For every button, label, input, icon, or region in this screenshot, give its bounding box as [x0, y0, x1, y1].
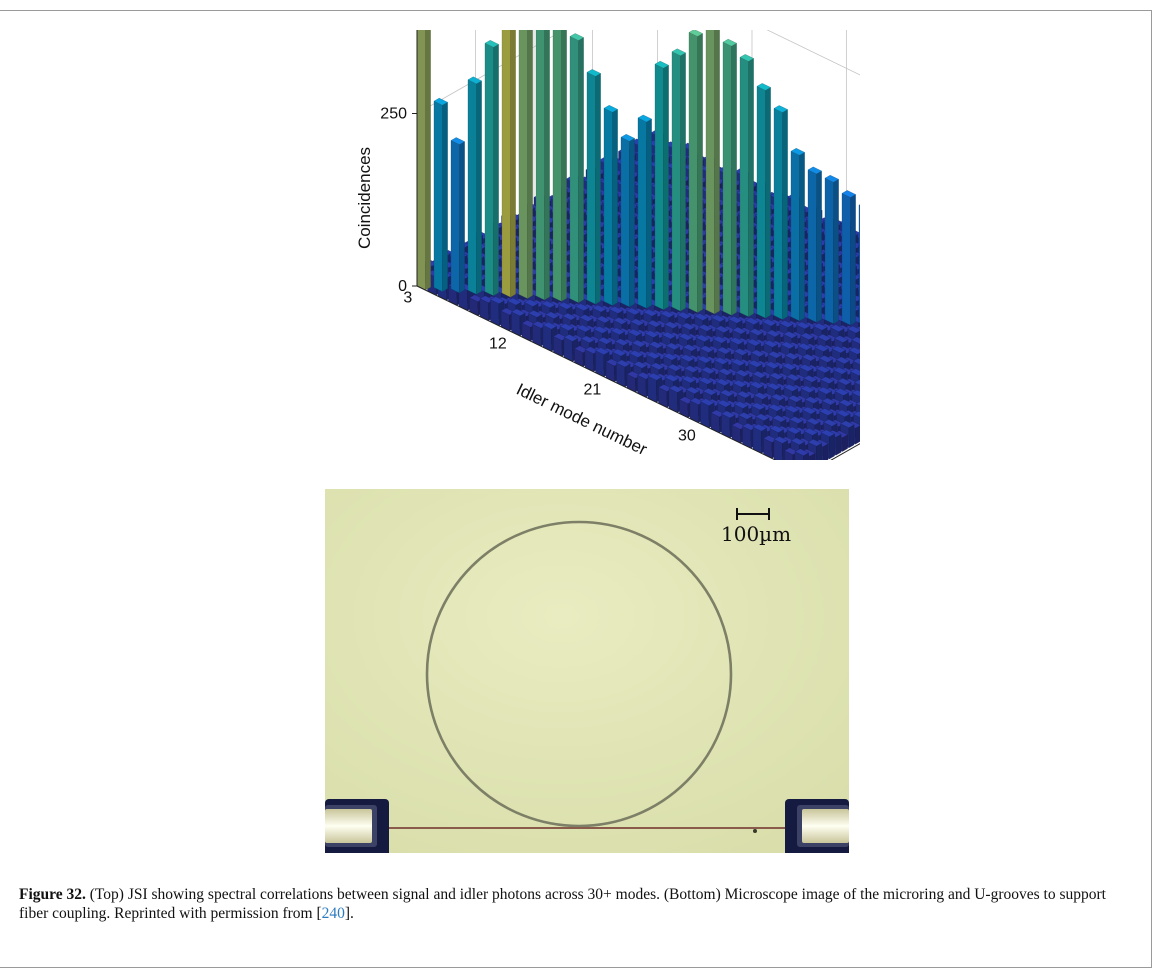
jsi-3d-bar-chart: 0250500312213039312213039CoincidencesIdl… [355, 30, 860, 460]
jsi-bar [603, 105, 618, 306]
figure-label: Figure 32. [19, 886, 86, 903]
jsi-bar [484, 40, 499, 296]
micrograph-background [325, 489, 849, 853]
idler-tick-label: 3 [403, 290, 412, 307]
jsi-floor-bar [794, 448, 809, 460]
jsi-bar [433, 97, 448, 292]
jsi-bar [756, 83, 771, 319]
jsi-bar [824, 175, 839, 324]
idler-tick-label: 30 [678, 427, 696, 444]
jsi-floor-bar [542, 321, 557, 352]
jsi-bar [790, 148, 805, 322]
jsi-bar [722, 38, 737, 316]
caption-text: (Top) JSI showing spectral correlations … [19, 886, 1106, 922]
jsi-bar [807, 166, 822, 323]
idler-axis-title: Idler mode number [513, 380, 650, 460]
jsi-bar [569, 33, 584, 303]
jsi-bar [841, 190, 856, 326]
caption-tail: ]. [344, 905, 354, 922]
jsi-bar [671, 48, 686, 312]
jsi-bar [773, 105, 788, 320]
diagonal-bars [416, 30, 860, 326]
figure-frame [0, 10, 1152, 968]
microring [425, 520, 733, 828]
jsi-floor-bar [647, 372, 662, 403]
jsi-floor-bar [511, 308, 526, 337]
jsi-bar [620, 134, 635, 308]
scale-bar-label: 100µm [721, 522, 791, 546]
z-tick-label: 250 [380, 106, 407, 123]
jsi-bar [705, 30, 720, 315]
microscope-image: 100µm [325, 489, 849, 853]
u-groove-left [325, 799, 389, 853]
dust-particle [753, 829, 757, 833]
jsi-bar [501, 30, 516, 298]
idler-tick-label: 12 [489, 335, 507, 352]
jsi-bar [739, 54, 754, 317]
jsi-bar [450, 137, 465, 294]
jsi-bar [467, 76, 482, 295]
jsi-bar [518, 30, 533, 299]
scale-bar [736, 508, 770, 520]
z-tick-label: 0 [398, 278, 407, 295]
u-groove-right [785, 799, 849, 853]
jsi-bar [416, 30, 431, 291]
jsi-bar [535, 30, 550, 301]
idler-tick-label: 21 [583, 381, 601, 398]
jsi-bar [637, 114, 652, 309]
figure-caption: Figure 32. (Top) JSI showing spectral co… [19, 885, 1129, 923]
jsi-bar [688, 30, 703, 313]
jsi-bar [552, 30, 567, 302]
z-axis-title: Coincidences [355, 147, 374, 249]
jsi-bar [586, 69, 601, 305]
jsi-bar [654, 60, 669, 310]
jsi-bar [858, 204, 860, 324]
reference-link[interactable]: 240 [321, 905, 345, 922]
jsi-floor-bar [731, 422, 746, 444]
